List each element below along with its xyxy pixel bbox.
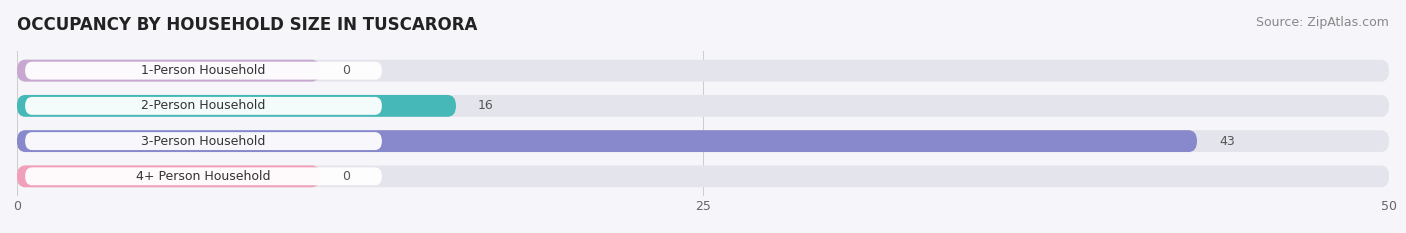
- Text: 43: 43: [1219, 135, 1234, 148]
- Text: 16: 16: [478, 99, 494, 112]
- FancyBboxPatch shape: [17, 60, 1389, 82]
- FancyBboxPatch shape: [25, 62, 382, 80]
- FancyBboxPatch shape: [17, 130, 1197, 152]
- FancyBboxPatch shape: [25, 132, 382, 150]
- FancyBboxPatch shape: [17, 130, 1389, 152]
- Text: 2-Person Household: 2-Person Household: [142, 99, 266, 112]
- Text: OCCUPANCY BY HOUSEHOLD SIZE IN TUSCARORA: OCCUPANCY BY HOUSEHOLD SIZE IN TUSCARORA: [17, 16, 477, 34]
- Text: 0: 0: [342, 170, 350, 183]
- Text: 3-Person Household: 3-Person Household: [142, 135, 266, 148]
- FancyBboxPatch shape: [17, 95, 456, 117]
- FancyBboxPatch shape: [17, 165, 321, 187]
- FancyBboxPatch shape: [25, 167, 382, 185]
- Text: Source: ZipAtlas.com: Source: ZipAtlas.com: [1256, 16, 1389, 29]
- FancyBboxPatch shape: [17, 60, 321, 82]
- Text: 0: 0: [342, 64, 350, 77]
- FancyBboxPatch shape: [17, 95, 1389, 117]
- Text: 1-Person Household: 1-Person Household: [142, 64, 266, 77]
- FancyBboxPatch shape: [17, 165, 1389, 187]
- FancyBboxPatch shape: [25, 97, 382, 115]
- Text: 4+ Person Household: 4+ Person Household: [136, 170, 271, 183]
